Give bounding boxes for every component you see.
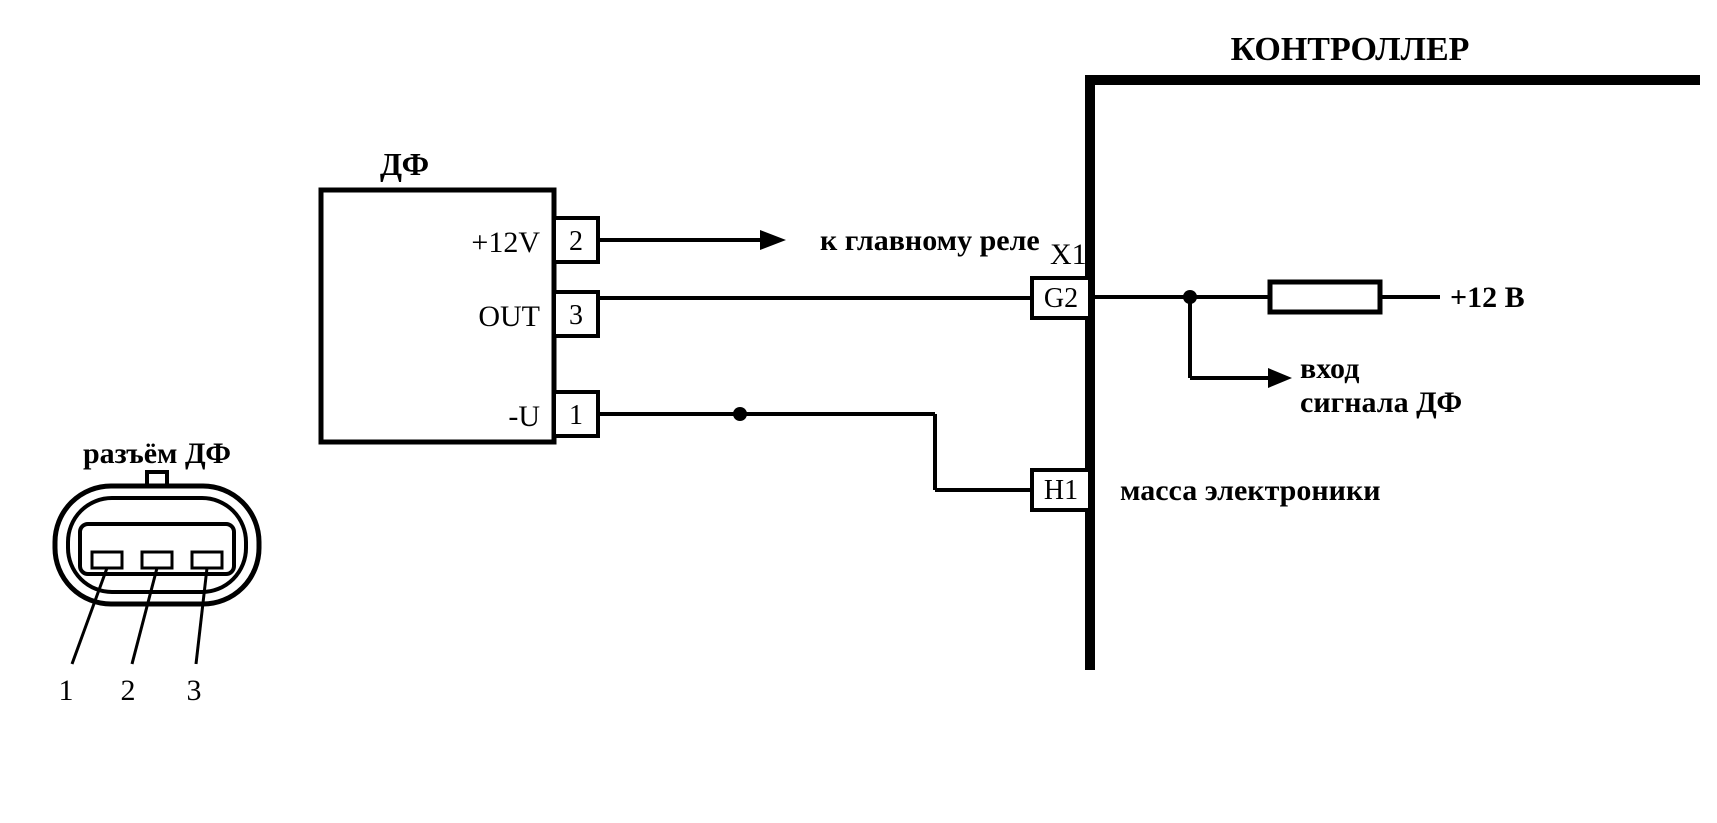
pin2-num: 2	[569, 226, 583, 257]
pin2-arrowhead	[760, 230, 786, 250]
conn-pin2: 2	[121, 674, 136, 707]
pin1-signal: -U	[508, 400, 540, 433]
signal-text-2: сигнала ДФ	[1300, 386, 1462, 419]
pin3-signal: OUT	[478, 300, 540, 333]
wire-u-node	[733, 407, 747, 421]
connector-icon	[55, 472, 259, 604]
main-relay-label: к главному реле	[820, 224, 1040, 257]
plus12b-label: +12 В	[1450, 281, 1525, 314]
g2-text: G2	[1044, 283, 1078, 314]
ground-label: масса электроники	[1120, 474, 1381, 507]
pin2-signal: +12V	[471, 226, 540, 259]
connector-title: разъём ДФ	[83, 437, 231, 470]
conn-pin3: 3	[187, 674, 202, 707]
conn-pin1: 1	[59, 674, 74, 707]
pin3-num: 3	[569, 300, 583, 331]
x1-label: X1	[1050, 238, 1087, 271]
controller-title: КОНТРОЛЛЕР	[1231, 31, 1470, 68]
h1-text: H1	[1044, 475, 1078, 506]
wiring-diagram: КОНТРОЛЛЕР X1 G2 H1 +12 В вход сигнала Д…	[0, 0, 1717, 823]
signal-arrowhead	[1268, 368, 1292, 388]
signal-text-1: вход	[1300, 352, 1359, 385]
df-title: ДФ	[380, 146, 429, 182]
pin1-num: 1	[569, 400, 583, 431]
resistor-icon	[1270, 282, 1380, 312]
